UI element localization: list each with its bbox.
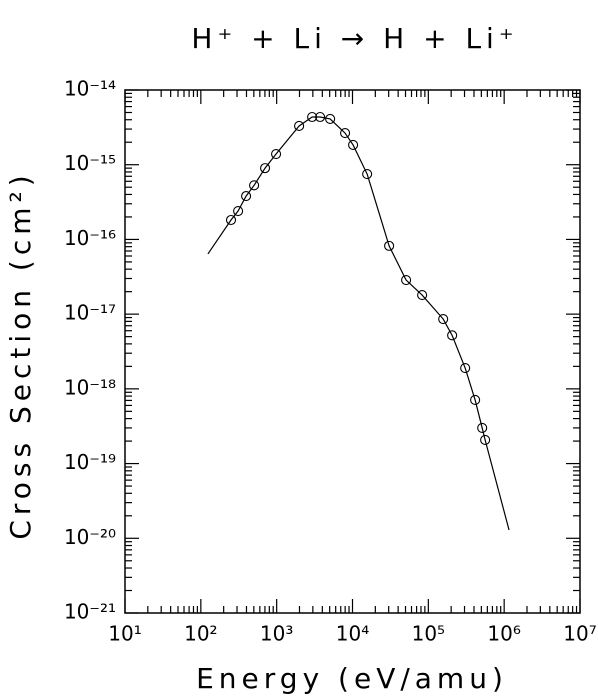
chart-title: H⁺ + Li → H + Li⁺ <box>191 22 518 55</box>
x-tick-label: 10³ <box>260 622 293 646</box>
data-point <box>477 422 488 433</box>
x-axis-label: Energy (eV/amu) <box>196 662 508 695</box>
x-tick-label: 10² <box>184 622 217 646</box>
data-point <box>233 205 244 217</box>
data-point <box>480 434 491 446</box>
data-point <box>384 240 395 251</box>
x-tick-label: 10⁷ <box>563 622 596 646</box>
data-point <box>348 139 359 150</box>
y-tick-label: 10⁻²⁰ <box>64 525 116 549</box>
data-point <box>470 394 481 406</box>
data-point <box>225 214 237 226</box>
y-tick-label: 10⁻¹⁸ <box>64 375 116 399</box>
x-tick-label: 10¹ <box>108 622 141 646</box>
fit-line <box>207 116 510 531</box>
data-point <box>460 362 471 374</box>
data-point <box>340 128 351 139</box>
data-point <box>294 120 305 132</box>
y-tick-label: 10⁻¹⁴ <box>64 77 116 101</box>
data-point <box>401 274 412 286</box>
data-point <box>417 290 428 301</box>
y-tick-label: 10⁻¹⁷ <box>64 301 116 325</box>
data-point <box>325 113 336 124</box>
data-point <box>249 180 260 191</box>
data-point <box>362 168 373 180</box>
data-point <box>271 148 282 160</box>
y-tick-label: 10⁻¹⁶ <box>64 226 116 250</box>
y-tick-label: 10⁻¹⁵ <box>64 151 116 175</box>
y-tick-label: 10⁻¹⁹ <box>64 450 116 474</box>
y-axis-label: Cross Section (cm²) <box>4 170 37 539</box>
data-point <box>447 330 458 341</box>
x-tick-label: 10⁵ <box>412 622 445 646</box>
data-point <box>438 313 449 325</box>
data-point <box>260 163 271 174</box>
data-point <box>241 191 252 202</box>
x-tick-label: 10⁶ <box>487 622 520 646</box>
plot-frame <box>124 89 581 614</box>
x-tick-label: 10⁴ <box>336 622 369 646</box>
y-tick-label: 10⁻²¹ <box>64 600 116 624</box>
